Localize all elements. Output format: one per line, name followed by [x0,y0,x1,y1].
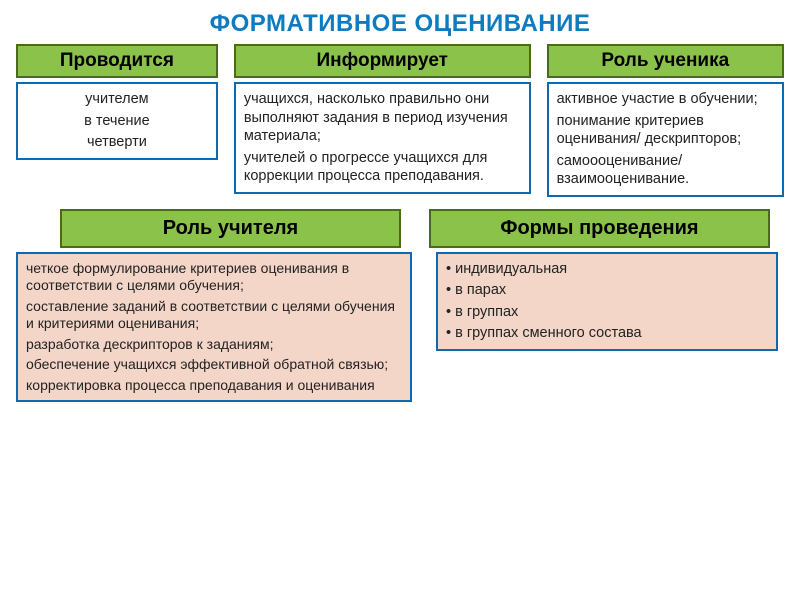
text-line: • индивидуальная [446,260,768,279]
header-rol-uchitelya: Роль учителя [60,209,401,248]
body-informiruet: учащихся, насколько правильно они выполн… [234,82,531,194]
top-body-col-2: учащихся, насколько правильно они выполн… [234,82,531,194]
body-provoditsya: учителем в течение четверти [16,82,218,160]
header-informiruet: Информирует [234,44,531,78]
text-line: активное участие в обучении; [557,90,774,109]
text-line: корректировка процесса преподавания и оц… [26,377,402,395]
text-line: самоооценивание/ взаимооценивание. [557,152,774,189]
top-header-row: Проводится Информирует Роль ученика [0,44,800,78]
bottom-body-row: четкое формулирование критериев оцениван… [0,252,800,403]
bottom-right-col: • индивидуальная • в парах • в группах •… [436,252,778,351]
text-line: учителем [26,90,208,109]
bottom-left-col: четкое формулирование критериев оцениван… [16,252,412,403]
page-title: ФОРМАТИВНОЕ ОЦЕНИВАНИЕ [0,0,800,44]
bottom-header-row: Роль учителя Формы проведения [0,209,800,248]
text-line: • в группах [446,303,768,322]
top-body-col-3: активное участие в обучении; понимание к… [547,82,784,197]
header-rol-uchenika: Роль ученика [547,44,784,78]
text-line: четверти [26,133,208,152]
top-body-col-1: учителем в течение четверти [16,82,218,160]
body-rol-uchenika: активное участие в обучении; понимание к… [547,82,784,197]
text-line: в течение [26,112,208,131]
text-line: составление заданий в соответствии с цел… [26,298,402,333]
text-line: • в парах [446,281,768,300]
text-line: обеспечение учащихся эффективной обратно… [26,356,402,374]
top-col-1: Проводится [16,44,218,78]
top-col-3: Роль ученика [547,44,784,78]
text-line: разработка дескрипторов к заданиям; [26,336,402,354]
text-line: четкое формулирование критериев оцениван… [26,260,402,295]
text-line: учащихся, насколько правильно они выполн… [244,90,521,146]
text-line: учителей о прогрессе учащихся для коррек… [244,149,521,186]
body-rol-uchitelya: четкое формулирование критериев оцениван… [16,252,412,403]
top-col-2: Информирует [234,44,531,78]
body-formy-provedeniya: • индивидуальная • в парах • в группах •… [436,252,778,351]
text-line: понимание критериев оценивания/ дескрипт… [557,112,774,149]
top-body-row: учителем в течение четверти учащихся, на… [0,82,800,197]
header-provoditsya: Проводится [16,44,218,78]
header-formy-provedeniya: Формы проведения [429,209,770,248]
text-line: • в группах сменного состава [446,324,768,343]
